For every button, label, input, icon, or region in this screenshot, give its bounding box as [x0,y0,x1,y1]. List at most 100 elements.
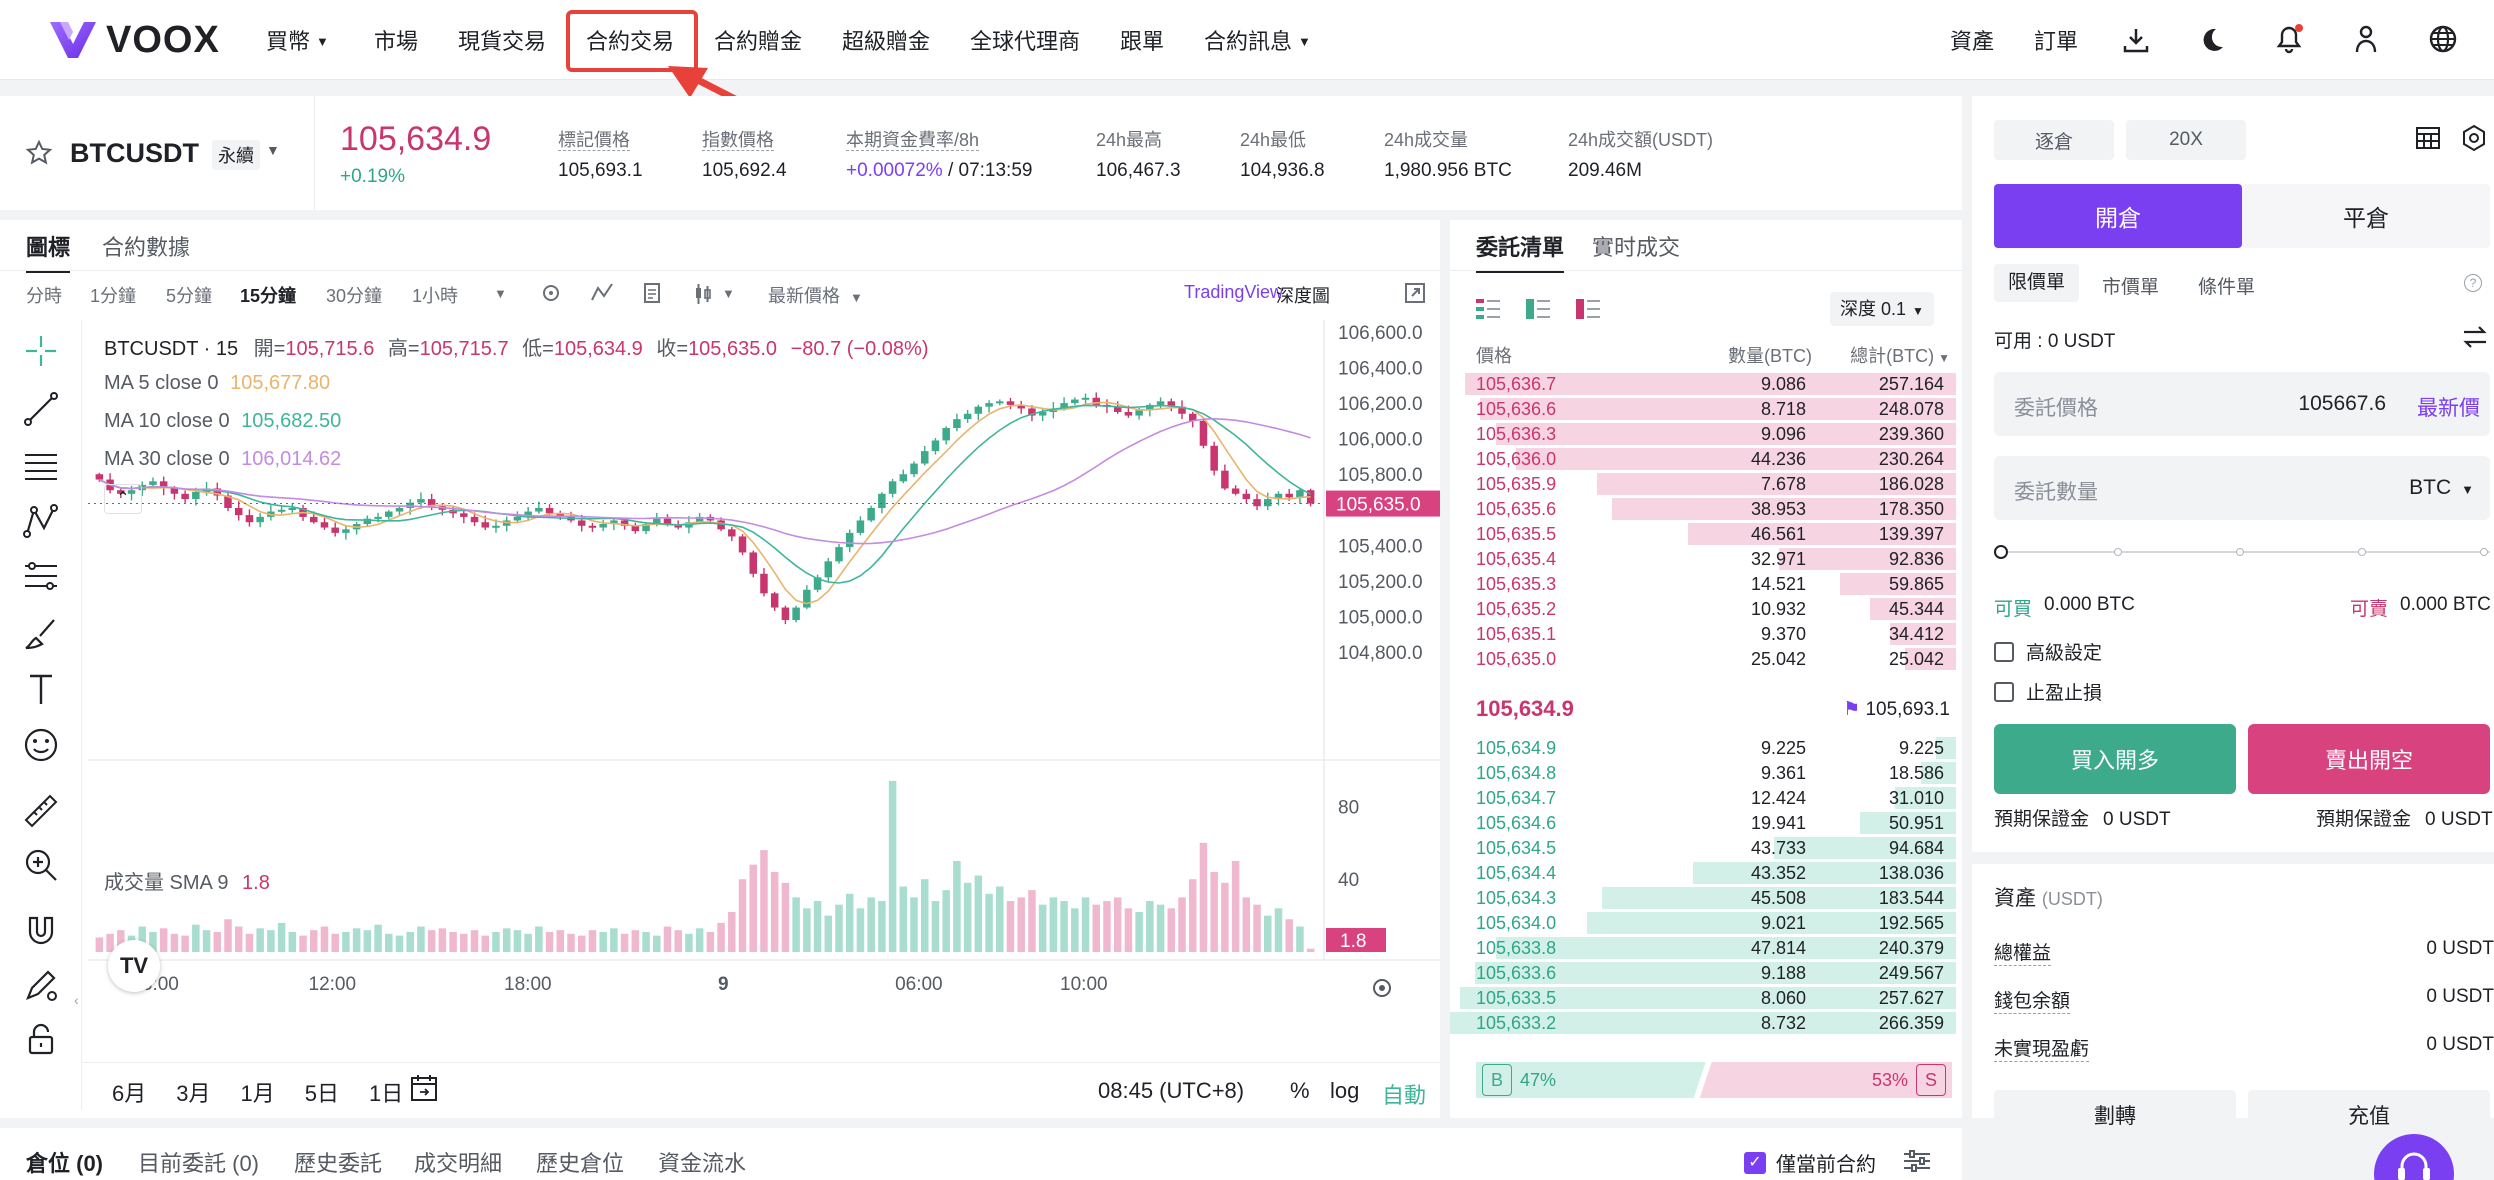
view-both-icon[interactable] [1476,298,1500,320]
range-1d[interactable]: 1日 [369,1081,404,1106]
favorite-star-icon[interactable] [25,139,53,171]
deposit-button[interactable]: 充值 [2248,1090,2490,1140]
magnet-icon[interactable] [22,912,60,950]
draw-mode-icon[interactable] [22,966,60,1004]
bid-row[interactable]: 105,634.7 12.424 31.010 [1450,786,1956,810]
nav-futures-info[interactable]: 合約訊息 ▼ [1204,24,1311,56]
bid-row[interactable]: 105,634.0 9.021 192.565 [1450,911,1956,935]
depth-select[interactable]: 深度 0.1 ▼ [1830,292,1934,326]
buy-long-button[interactable]: 買入開多 [1994,724,2236,794]
ask-row[interactable]: 105,635.2 10.932 45.344 [1450,597,1956,621]
nav-orders[interactable]: 訂單 [2034,29,2079,54]
ask-row[interactable]: 105,635.1 9.370 34.412 [1450,622,1956,646]
latest-price-button[interactable]: 最新價 [2417,397,2480,420]
tab-order-history[interactable]: 歷史委託 [294,1151,383,1176]
advanced-settings-checkbox[interactable]: 高級設定 [1994,638,2102,665]
user-icon[interactable] [2352,24,2380,54]
symbol-name[interactable]: BTCUSDT [70,138,199,168]
bid-row[interactable]: 105,634.9 9.225 9.225 [1450,736,1956,760]
slider-handle[interactable] [1994,545,2008,559]
bid-row[interactable]: 105,634.8 9.361 18.586 [1450,761,1956,785]
transfer-button[interactable]: 劃轉 [1994,1090,2236,1140]
crosshair-icon[interactable] [22,332,60,370]
tab-trade-history[interactable]: 成交明細 [414,1151,503,1176]
bid-row[interactable]: 105,633.8 47.814 240.379 [1450,936,1956,960]
tab-positions[interactable]: 倉位 (0) [26,1146,103,1180]
tab-open-orders[interactable]: 目前委託 (0) [138,1151,260,1176]
download-icon[interactable] [2122,26,2150,54]
zoom-in-icon[interactable] [22,846,60,884]
log-scale-toggle[interactable]: log [1330,1078,1360,1103]
ask-row[interactable]: 105,635.9 7.678 186.028 [1450,472,1956,496]
quantity-input[interactable]: 委託數量 BTC ▼ [1994,456,2490,520]
sell-short-button[interactable]: 賣出開空 [2248,724,2490,794]
bid-row[interactable]: 105,634.6 19.941 50.951 [1450,811,1956,835]
tab-orderbook[interactable]: 委託清單 [1476,230,1565,273]
ask-row[interactable]: 105,635.0 25.042 25.042 [1450,647,1956,671]
collapse-legend-button[interactable]: ⌃ [104,484,142,514]
ask-row[interactable]: 105,635.5 46.561 139.397 [1450,522,1956,546]
unrealized-pnl-label[interactable]: 未實現盈虧 [1994,1034,2090,1062]
latest-price-select[interactable]: 最新價格 ▼ [768,282,863,308]
margin-mode-button[interactable]: 逐倉 [1994,120,2114,160]
bid-row[interactable]: 105,633.6 9.188 249.567 [1450,961,1956,985]
lock-icon[interactable] [22,1020,60,1058]
timezone-clock[interactable]: 08:45 (UTC+8) [1098,1078,1245,1103]
nav-buy-crypto[interactable]: 買幣 ▼ [266,24,329,56]
globe-icon[interactable] [2428,24,2458,54]
ask-row[interactable]: 105,636.6 8.718 248.078 [1450,397,1956,421]
price-chart[interactable]: 106,600.0 106,400.0 106,200.0 106,000.0 105,… [88,320,1440,1020]
checkbox-checked-icon[interactable]: ✓ [1744,1151,1766,1174]
legend-ma5[interactable]: MA 5 close 0 105,677.80 [104,372,330,395]
range-3m[interactable]: 3月 [176,1081,211,1106]
close-position-tab[interactable]: 平倉 [2242,184,2490,248]
chart-type-icon[interactable] [540,282,562,304]
ask-row[interactable]: 105,635.3 14.521 59.865 [1450,572,1956,596]
support-chat-icon[interactable] [2374,1134,2454,1180]
nav-futures-bonus[interactable]: 合約贈金 [714,29,803,54]
total-equity-label[interactable]: 總權益 [1994,938,2052,966]
auto-scale-toggle[interactable]: 自動 [1382,1083,1427,1108]
help-icon[interactable]: ? [2464,274,2482,292]
symbol-dropdown-icon[interactable]: ▼ [266,142,280,158]
ask-row[interactable]: 105,635.4 32.971 92.836 [1450,547,1956,571]
order-type-conditional[interactable]: 條件單 [2198,277,2256,298]
fullscreen-icon[interactable] [1404,282,1426,304]
text-icon[interactable] [22,670,60,708]
date-range-icon[interactable] [408,1072,440,1104]
ask-row[interactable]: 105,636.0 44.236 230.264 [1450,447,1956,471]
range-1m[interactable]: 1月 [240,1081,275,1106]
nav-market[interactable]: 市場 [374,29,419,54]
tradingview-logo-icon[interactable]: TV [108,940,160,992]
nav-global-agent[interactable]: 全球代理商 [970,29,1081,54]
ruler-icon[interactable] [22,792,60,830]
candle-style-dropdown-icon[interactable]: ▼ [722,286,735,301]
depth-chart-toggle[interactable]: 深度圖 [1276,286,1330,306]
stat-label[interactable]: 本期資金費率/8h [846,130,980,151]
tab-position-history[interactable]: 歷史倉位 [536,1151,625,1176]
quantity-slider[interactable] [1994,542,2490,562]
nav-assets[interactable]: 資產 [1950,29,1995,54]
bid-row[interactable]: 105,633.5 8.060 257.627 [1450,986,1956,1010]
tf-timeline[interactable]: 分時 [26,286,62,306]
nav-super-bonus[interactable]: 超級贈金 [842,29,931,54]
ask-row[interactable]: 105,636.7 9.086 257.164 [1450,372,1956,396]
nav-copy-trade[interactable]: 跟單 [1120,29,1165,54]
tab-chart[interactable]: 圖標 [26,230,71,273]
tf-1h[interactable]: 1小時 [412,286,459,306]
ask-row[interactable]: 105,635.6 38.953 178.350 [1450,497,1956,521]
bid-row[interactable]: 105,634.3 45.508 183.544 [1450,886,1956,910]
open-position-tab[interactable]: 開倉 [1994,184,2242,248]
trend-line-icon[interactable] [22,390,60,428]
filter-settings-icon[interactable] [1902,1148,1932,1174]
bid-row[interactable]: 105,634.4 43.352 138.036 [1450,861,1956,885]
tf-5m[interactable]: 5分鐘 [166,286,213,306]
legend-ma30[interactable]: MA 30 close 0 106,014.62 [104,448,341,471]
nav-spot[interactable]: 現貨交易 [458,29,547,54]
logo[interactable]: VOOX [50,18,220,62]
range-5d[interactable]: 5日 [304,1081,339,1106]
checkbox-box[interactable] [1994,681,2014,702]
nav-futures[interactable]: 合約交易 [586,29,675,54]
template-icon[interactable] [642,282,662,304]
checkbox-box[interactable] [1994,641,2014,662]
